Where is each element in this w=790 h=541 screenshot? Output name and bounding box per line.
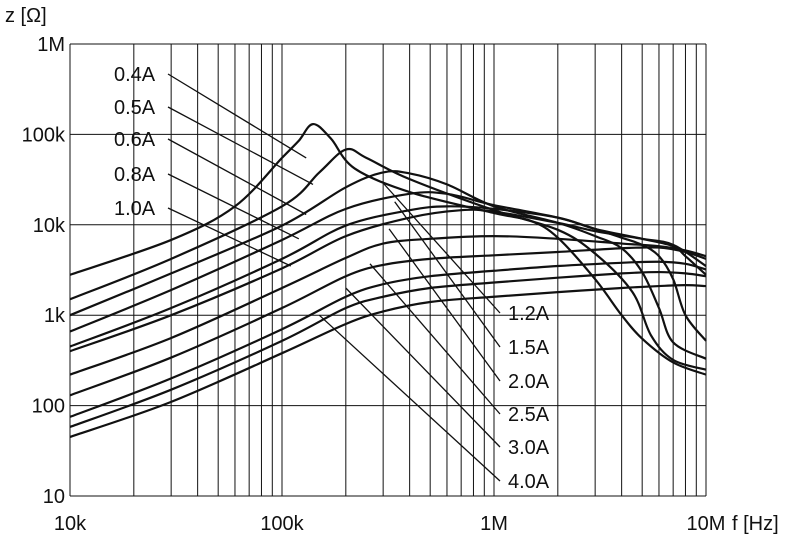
series-line-3-0A	[69, 270, 707, 429]
annotation-leader	[167, 73, 307, 159]
x-tick-label: 1M	[480, 513, 508, 535]
annotation-leader	[167, 106, 314, 185]
annotation-leader	[345, 287, 501, 448]
annotation-label: 0.4A	[114, 64, 156, 86]
annotation-label: 0.8A	[114, 164, 156, 186]
y-tick-label: 1k	[44, 305, 66, 327]
annotation-label: 0.5A	[114, 97, 156, 119]
annotation-label: 2.0A	[508, 371, 550, 393]
y-tick-label: 10	[43, 486, 65, 508]
y-tick-label: 100	[32, 396, 65, 418]
series-line-2-0A	[69, 246, 707, 397]
series-line-2-5A	[69, 260, 707, 418]
grid	[69, 43, 707, 497]
x-tick-label: 10M	[687, 513, 726, 535]
annotation-leader	[394, 201, 501, 348]
y-tick-label: 1M	[37, 34, 65, 56]
series-line-1-5A	[69, 234, 707, 376]
x-axis-label: f [Hz]	[732, 513, 779, 535]
annotation-label: 1.2A	[508, 303, 550, 325]
annotation-label: 0.6A	[114, 129, 156, 151]
leaders	[167, 73, 501, 482]
curves	[69, 123, 707, 438]
y-tick-label: 100k	[22, 124, 66, 146]
y-axis-label: z [Ω]	[5, 5, 47, 27]
series-line-1-0A	[69, 205, 707, 348]
annotation-leader	[388, 228, 501, 382]
annotation-label: 3.0A	[508, 437, 550, 459]
x-tick-label: 10k	[54, 513, 87, 535]
annotation-label: 4.0A	[508, 471, 550, 493]
annotation-leader	[167, 207, 292, 267]
annotation-leader	[318, 314, 501, 482]
annotation-labels: 0.4A 0.5A 0.6A 0.8A 1.0A 1.2A 1.5A 2.0A 2.5A 3.0A…	[114, 64, 550, 493]
annotation-label: 1.0A	[114, 198, 156, 220]
x-tick-label: 100k	[260, 513, 304, 535]
annotation-label: 2.5A	[508, 404, 550, 426]
annotation-leader	[369, 263, 501, 415]
y-tick-label: 10k	[33, 215, 66, 237]
tick-labels: 10k 100k 1M 10M 10 100 1k 10k 100k 1M	[22, 34, 726, 535]
series-line-4-0A	[69, 284, 707, 438]
annotation-leader	[382, 182, 501, 314]
series-line-0-5A	[69, 147, 707, 371]
annotation-label: 1.5A	[508, 337, 550, 359]
series-line-1-2A	[69, 208, 707, 353]
annotation-leader	[167, 138, 307, 216]
series-line-0-4A	[69, 123, 707, 376]
annotation-leader	[167, 173, 300, 240]
